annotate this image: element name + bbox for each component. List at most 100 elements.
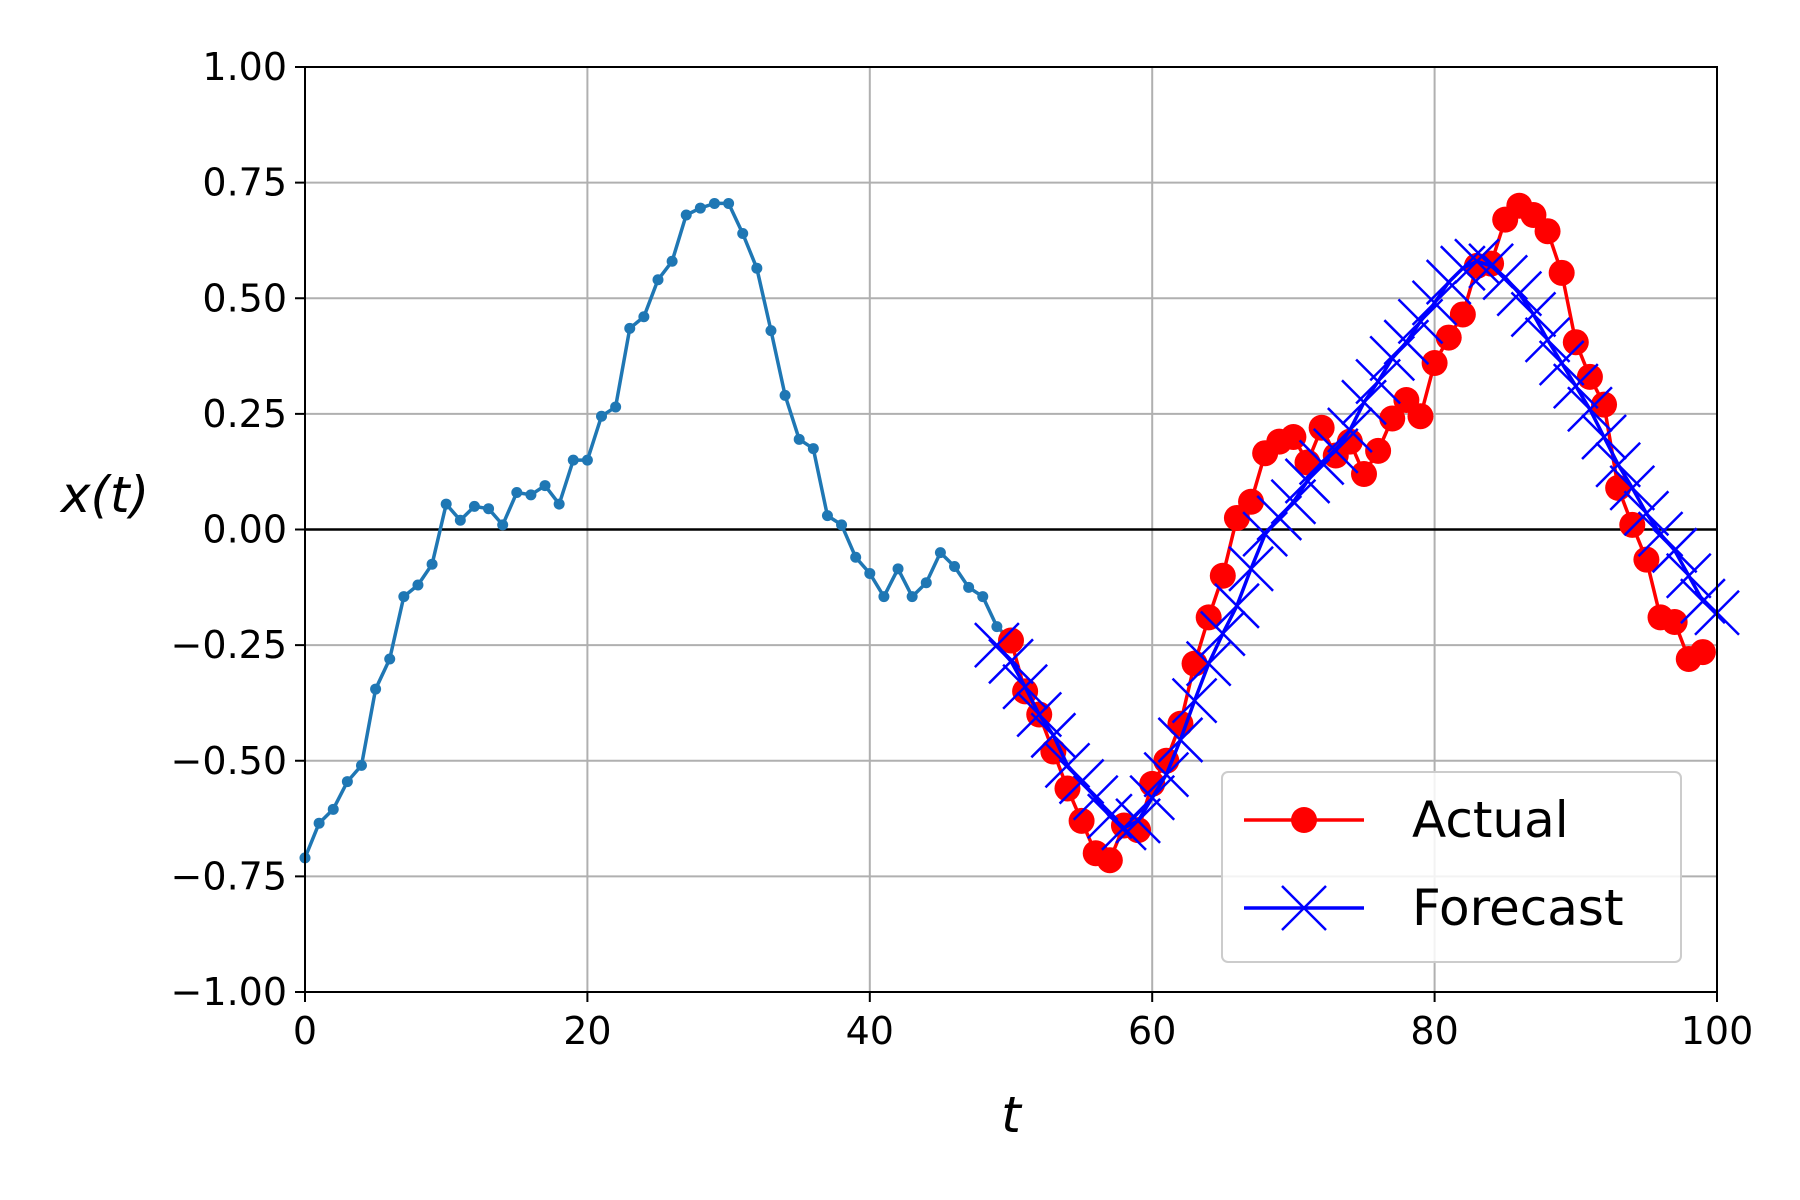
history-point	[723, 197, 735, 209]
history-point	[327, 803, 339, 815]
history-point	[708, 197, 720, 209]
history-point	[680, 209, 692, 221]
x-tick-label: 100	[1681, 1009, 1754, 1053]
history-point	[539, 480, 551, 492]
history-point	[765, 325, 777, 337]
forecast-point	[1383, 319, 1430, 366]
forecast-point	[1581, 414, 1627, 460]
actual-point	[1209, 562, 1236, 589]
actual-point	[1661, 609, 1688, 635]
actual-point	[1068, 807, 1095, 834]
y-tick-label: 0.00	[202, 508, 287, 552]
forecast-point	[1030, 712, 1077, 759]
history-point	[991, 621, 1003, 633]
history-point	[807, 443, 819, 455]
forecast-point	[1002, 663, 1049, 710]
history-point	[694, 202, 706, 214]
actual-point	[1238, 488, 1265, 515]
legend-label: Forecast	[1412, 879, 1624, 937]
forecast-point	[1679, 578, 1726, 625]
actual-point	[1407, 403, 1434, 430]
forecast-point	[1524, 316, 1571, 363]
history-point	[525, 489, 537, 501]
history-point	[553, 498, 565, 510]
history-point	[567, 454, 579, 466]
history-point	[737, 228, 749, 239]
history-point	[836, 519, 848, 531]
y-tick-label: −0.75	[171, 854, 287, 898]
legend: Actual Forecast	[1221, 771, 1682, 963]
forecast-point	[1270, 478, 1317, 525]
history-point	[341, 776, 353, 788]
forecast-point	[1072, 774, 1119, 821]
series-line	[995, 259, 1719, 830]
legend-label: Actual	[1412, 791, 1569, 849]
actual-point	[1096, 847, 1123, 874]
history-point	[949, 561, 961, 572]
history-point	[468, 500, 480, 512]
actual-point	[1421, 350, 1448, 376]
series-forecast	[973, 238, 1740, 851]
y-tick-label: 0.25	[202, 392, 287, 436]
forecast-point	[1185, 640, 1232, 687]
history-point	[638, 311, 650, 323]
forecast-point	[1129, 774, 1176, 821]
forecast-point	[1567, 386, 1613, 433]
series-history	[299, 197, 1017, 864]
forecast-point	[1510, 291, 1557, 338]
history-point	[412, 579, 424, 591]
history-point	[581, 454, 593, 466]
x-tick-label: 0	[293, 1009, 317, 1053]
history-point	[440, 498, 452, 510]
history-point	[652, 274, 664, 286]
forecast-point	[1214, 582, 1260, 629]
forecast-point	[1086, 793, 1133, 840]
forecast-point	[1016, 691, 1063, 738]
actual-point	[1291, 807, 1317, 833]
history-point	[934, 547, 946, 559]
forecast-point	[1157, 717, 1204, 763]
history-point	[511, 487, 523, 498]
history-point	[850, 551, 862, 563]
plot-series	[299, 192, 1740, 874]
actual-point	[1619, 511, 1646, 538]
x-tick-label: 20	[563, 1009, 611, 1053]
forecast-point	[1538, 340, 1585, 386]
history-point	[821, 510, 833, 522]
history-point	[483, 503, 495, 515]
forecast-point	[1101, 804, 1147, 851]
forecast-point	[1199, 610, 1246, 657]
x-tick-label: 60	[1128, 1009, 1176, 1053]
history-point	[454, 514, 466, 526]
history-point	[596, 410, 608, 422]
y-tick-label: −0.25	[171, 623, 287, 667]
forecast-point	[1171, 677, 1218, 724]
forecast-point	[1312, 427, 1359, 474]
forecast-point	[1298, 439, 1345, 486]
y-tick-label: −0.50	[171, 739, 287, 783]
forecast-point	[1281, 885, 1327, 931]
y-tick-label: 0.50	[202, 276, 287, 320]
forecast-point	[988, 638, 1034, 685]
actual-point	[1195, 604, 1222, 631]
actual-point	[1435, 324, 1462, 351]
history-point	[384, 653, 396, 665]
actual-point	[1054, 775, 1081, 802]
forecast-point	[1341, 379, 1387, 426]
actual-point	[998, 627, 1024, 654]
y-tick-label: 0.75	[202, 161, 287, 205]
actual-point	[1576, 363, 1603, 390]
actual-point	[1280, 424, 1307, 450]
forecast-point	[1595, 441, 1642, 488]
actual-point	[1534, 218, 1561, 245]
history-point	[878, 591, 890, 603]
history-point	[666, 255, 678, 267]
history-point	[920, 577, 932, 589]
actual-point	[1562, 329, 1589, 356]
forecast-point	[1411, 279, 1458, 326]
x-tick-label: 40	[846, 1009, 894, 1053]
legend-item: Forecast	[1244, 879, 1624, 937]
x-tick-label: 80	[1410, 1009, 1458, 1053]
